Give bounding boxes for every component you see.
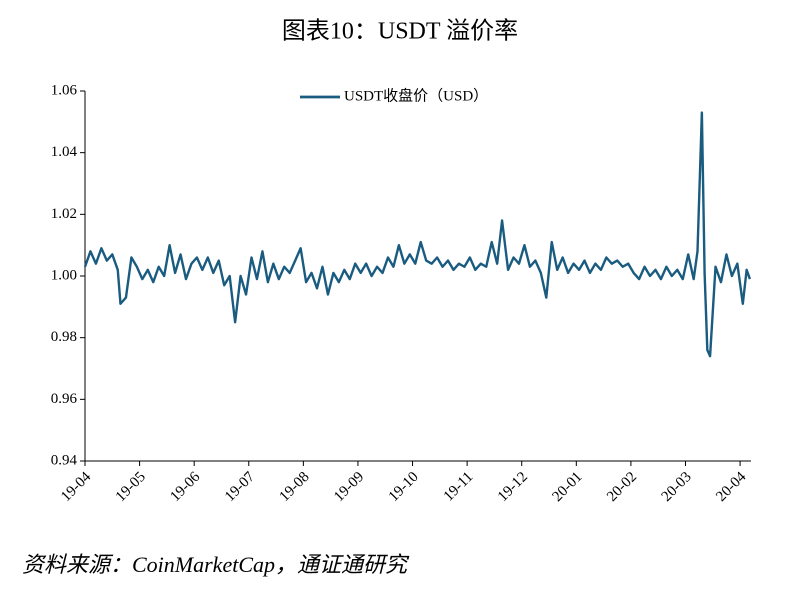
x-tick-label: 20-04 (713, 469, 749, 505)
y-tick-label: 1.02 (51, 206, 77, 222)
y-tick-label: 0.94 (51, 452, 78, 468)
x-tick-label: 20-01 (550, 469, 586, 505)
y-tick-label: 1.06 (51, 82, 78, 98)
data-line (83, 111, 752, 358)
x-tick-label: 20-02 (604, 469, 640, 505)
y-tick-label: 0.96 (51, 391, 78, 407)
source-note: 资料来源：CoinMarketCap，通证通研究 (22, 552, 410, 577)
x-tick-label: 19-12 (495, 469, 531, 505)
x-tick-label: 19-05 (113, 469, 149, 505)
x-tick-label: 19-07 (222, 469, 258, 505)
x-tick-label: 19-10 (386, 469, 422, 505)
y-tick-label: 1.00 (51, 267, 77, 283)
legend-label: USDT收盘价（USD） (344, 86, 488, 104)
x-tick-label: 19-08 (277, 469, 313, 505)
x-tick-label: 19-11 (441, 469, 477, 505)
x-tick-label: 19-09 (331, 469, 367, 505)
y-tick-label: 1.04 (51, 144, 78, 160)
x-tick-label: 19-04 (58, 469, 94, 505)
x-tick-label: 19-06 (167, 469, 203, 505)
chart-title: 图表10：USDT 溢价率 (282, 18, 518, 45)
y-tick-label: 0.98 (51, 329, 77, 345)
x-tick-label: 20-03 (659, 469, 695, 505)
